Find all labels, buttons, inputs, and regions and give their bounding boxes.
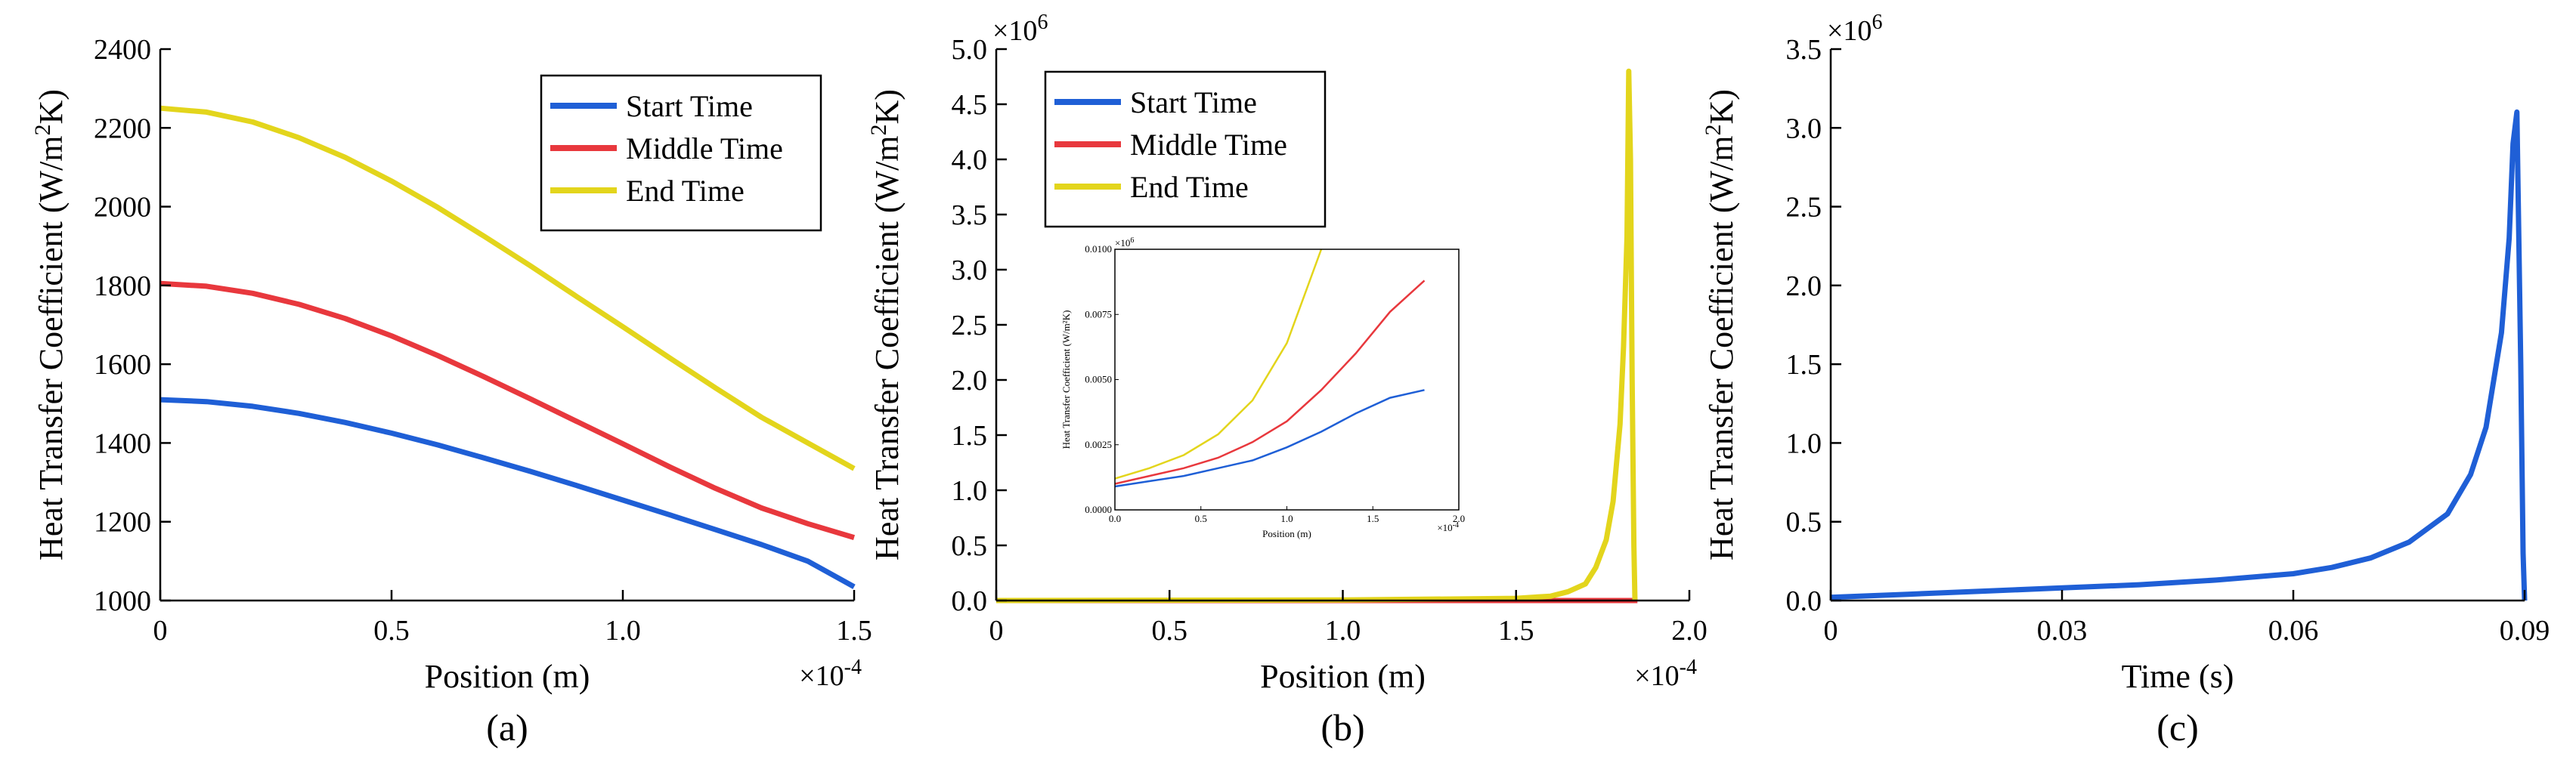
y-tick-label: 1.5 <box>1786 349 1822 381</box>
x-axis-label: Position (m) <box>1260 658 1426 695</box>
x-tick-label: 0.5 <box>373 615 410 647</box>
x-tick-label: 0.06 <box>2268 615 2319 647</box>
inset-x-tick-label: 2.0 <box>1453 513 1465 524</box>
inset-x-tick-label: 1.0 <box>1280 513 1293 524</box>
x-tick-label: 1.0 <box>1325 615 1361 647</box>
inset-plot: 0.0 0.5 1.0 1.5 2.0 0.0000 0.0025 0.0050 0.0075 0… <box>1047 236 1470 548</box>
y-tick-label: 1000 <box>94 585 151 617</box>
x-tick-label: 0 <box>153 615 168 647</box>
y-tick-label: 3.5 <box>1786 34 1822 66</box>
y-tick-label: 2.5 <box>1786 192 1822 224</box>
inset-x-tick-label: 0.0 <box>1109 513 1121 524</box>
inset-x-axis-label: Position (m) <box>1262 528 1311 539</box>
panel-label: (b) <box>1321 706 1364 749</box>
y-axis-label: Heat Transfer Coefficient (W/m2K) <box>30 89 70 560</box>
y-multiplier: ×106 <box>992 11 1048 48</box>
inset-background <box>1047 238 1470 548</box>
inset-x-tick-label: 0.5 <box>1195 513 1207 524</box>
x-tick-label: 1.5 <box>1498 615 1534 647</box>
panel-c: 0 0.03 0.06 0.09 0.0 0.5 1.0 1.5 2.0 2.5 3.0 3.5 Tim… <box>1701 11 2550 749</box>
legend-box <box>540 74 822 232</box>
inset-x-tick-label: 1.5 <box>1367 513 1379 524</box>
inset-series-end-time <box>1114 249 1323 480</box>
series-line-heat-transfer-coefficient <box>1830 109 2528 601</box>
y-tick-label: 1.0 <box>1786 428 1822 459</box>
panel-b: 0 0.5 1.0 1.5 2.0 0.0 0.5 1.0 1.5 2.0 2.5 3.0 3.5 4.0… <box>866 11 1708 749</box>
legend-label: Start Time <box>1130 85 1257 119</box>
y-tick-label: 0.5 <box>1786 507 1822 539</box>
panel-label: (a) <box>486 706 528 749</box>
x-multiplier: ×10-4 <box>1634 656 1697 693</box>
x-tick-label: 0.5 <box>1152 615 1188 647</box>
legend: Start Time Middle Time End Time <box>540 74 822 232</box>
y-tick-label: 2200 <box>94 113 151 144</box>
legend: Start Time Middle Time End Time <box>1044 70 1327 228</box>
series-line-middle-time <box>159 280 856 540</box>
y-tick-label: 1800 <box>94 270 151 302</box>
inset-y-tick-label: 0.0000 <box>1085 504 1112 515</box>
y-tick-label: 0.5 <box>952 530 988 562</box>
y-tick-label: 3.0 <box>1786 113 1822 144</box>
inset-series-start-time <box>1114 389 1425 488</box>
y-tick-label: 0.0 <box>1786 585 1822 617</box>
inset-y-multiplier: ×106 <box>1115 236 1134 249</box>
y-tick-label: 3.5 <box>952 199 988 231</box>
y-tick-label: 1.0 <box>952 475 988 507</box>
y-tick-label: 5.0 <box>952 34 988 66</box>
inset-y-tick-label: 0.0050 <box>1085 374 1112 385</box>
y-tick-label: 2400 <box>94 34 151 66</box>
series-line-end-time <box>995 68 1638 604</box>
y-tick-label: 1400 <box>94 428 151 459</box>
x-axis-label: Time (s) <box>2122 658 2234 695</box>
x-tick-label: 2.0 <box>1671 615 1708 647</box>
x-tick-label: 0.03 <box>2037 615 2088 647</box>
legend-label: End Time <box>626 174 745 208</box>
panel-a: 0 0.5 1.0 1.5 1000 1200 1400 1600 1800 2000 2200 24… <box>30 34 872 749</box>
inset-y-tick-label: 0.0100 <box>1085 243 1112 255</box>
y-tick-label: 4.0 <box>952 144 988 176</box>
y-tick-label: 2000 <box>94 192 151 224</box>
x-tick-label: 0 <box>989 615 1004 647</box>
inset-x-multiplier: ×10-4 <box>1437 521 1459 534</box>
y-tick-label: 1600 <box>94 349 151 381</box>
legend-label: Middle Time <box>1130 128 1287 162</box>
y-tick-label: 1.5 <box>952 420 988 452</box>
y-tick-label: 0.0 <box>952 585 988 617</box>
x-tick-label: 0 <box>1824 615 1838 647</box>
y-axis-label: Heat Transfer Coefficient (W/m2K) <box>866 89 906 560</box>
y-tick-label: 2.0 <box>952 365 988 397</box>
series-line-start-time <box>159 397 856 589</box>
inset-y-tick-label: 0.0075 <box>1085 308 1112 320</box>
legend-label: Start Time <box>626 89 753 123</box>
legend-box <box>1044 70 1327 228</box>
x-tick-label: 0.09 <box>2500 615 2550 647</box>
legend-label: End Time <box>1130 170 1249 204</box>
y-multiplier: ×106 <box>1827 11 1882 48</box>
panel-label: (c) <box>2156 706 2199 749</box>
series-line-end-time <box>159 105 856 471</box>
y-tick-label: 2.5 <box>952 310 988 341</box>
y-tick-label: 4.5 <box>952 89 988 121</box>
inset-series-middle-time <box>1114 279 1426 485</box>
x-tick-label: 1.0 <box>605 615 641 647</box>
y-axis-label: Heat Transfer Coefficient (W/m2K) <box>1701 89 1741 560</box>
legend-label: Middle Time <box>626 131 783 165</box>
x-axis-label: Position (m) <box>425 658 590 695</box>
inset-y-tick-label: 0.0025 <box>1085 439 1112 450</box>
y-tick-label: 1200 <box>94 507 151 539</box>
x-multiplier: ×10-4 <box>799 656 862 693</box>
inset-y-axis-label: Heat Transfer Coefficient (W/m²K) <box>1060 310 1072 449</box>
y-tick-label: 2.0 <box>1786 270 1822 302</box>
y-tick-label: 3.0 <box>952 255 988 286</box>
x-tick-label: 1.5 <box>836 615 872 647</box>
